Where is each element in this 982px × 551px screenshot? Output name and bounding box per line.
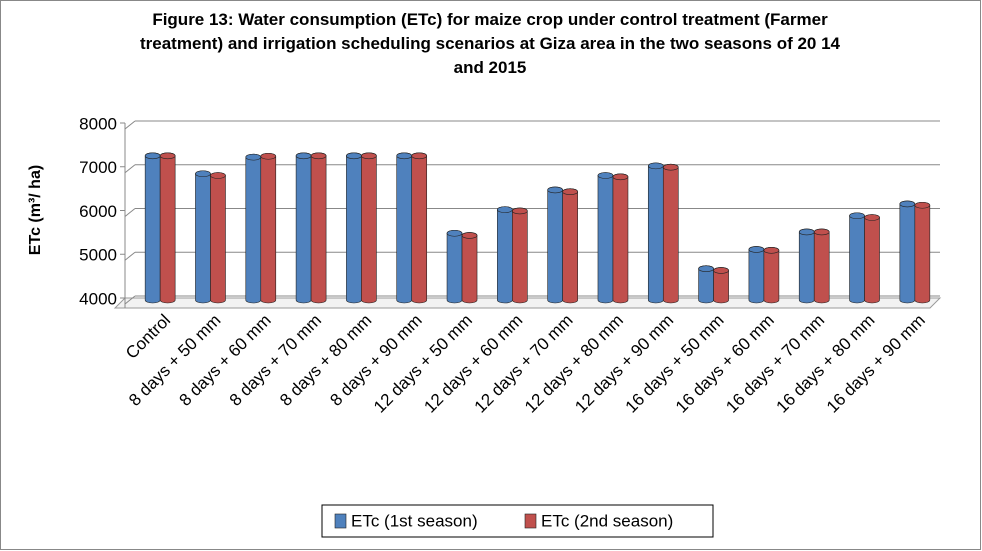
bar xyxy=(512,207,528,304)
bar-top xyxy=(899,200,916,208)
grid-line-depth xyxy=(124,251,136,261)
bar-top xyxy=(497,206,513,213)
bar-top xyxy=(310,152,327,160)
legend-label: ETc (2nd season) xyxy=(541,511,673,530)
bar xyxy=(144,152,161,304)
bar-top xyxy=(849,212,865,220)
bar xyxy=(899,200,916,304)
bar xyxy=(547,186,563,304)
grid-line-depth xyxy=(124,120,136,130)
chart-title: Figure 13: Water consumption (ETc) for m… xyxy=(139,10,841,77)
bar-top xyxy=(396,152,413,160)
bar-top xyxy=(547,186,563,194)
bar-top xyxy=(159,152,176,160)
bar-top xyxy=(748,246,765,253)
bar xyxy=(864,214,880,304)
bar-top xyxy=(144,152,161,160)
bar xyxy=(647,162,664,304)
bar xyxy=(763,247,780,304)
legend-swatch xyxy=(524,513,537,529)
bar-top xyxy=(446,229,463,237)
grid-line-depth xyxy=(124,208,136,217)
grid-line-depth xyxy=(124,295,136,305)
legend-box xyxy=(321,504,714,538)
bar xyxy=(446,229,463,304)
bar-top xyxy=(245,153,262,161)
bar-top xyxy=(864,214,880,221)
y-tick-label: 8000 xyxy=(79,114,117,133)
bar-top xyxy=(361,152,377,160)
bar xyxy=(260,152,277,304)
bar xyxy=(411,152,428,304)
bar xyxy=(813,228,830,304)
bar-top xyxy=(411,152,428,160)
bar-top xyxy=(662,163,679,171)
y-axis-label: ETc (m³/ ha) xyxy=(27,165,44,255)
bar xyxy=(310,152,327,304)
bar xyxy=(562,188,578,304)
bar-top xyxy=(698,265,714,272)
y-tick-label: 7000 xyxy=(79,158,117,177)
bar xyxy=(748,246,765,304)
bar xyxy=(195,170,211,304)
bar-top xyxy=(295,152,312,160)
bar xyxy=(159,152,176,304)
bar xyxy=(245,153,262,304)
bar-top xyxy=(914,201,931,209)
bar xyxy=(461,232,478,304)
bar-top xyxy=(346,152,362,160)
bar xyxy=(662,163,679,304)
bar-top xyxy=(713,267,729,274)
bar xyxy=(612,173,629,304)
bar xyxy=(849,212,865,304)
bar-top xyxy=(260,152,277,160)
bar-top xyxy=(512,207,528,215)
y-tick-label: 5000 xyxy=(79,246,117,265)
bar xyxy=(210,172,226,304)
bar xyxy=(396,152,413,304)
y-tick-label: 4000 xyxy=(79,289,117,308)
y-tick-label: 6000 xyxy=(79,202,117,221)
bar-top xyxy=(763,247,780,254)
bar-top xyxy=(647,162,664,170)
bar xyxy=(295,152,312,304)
legend-label: ETc (1st season) xyxy=(351,511,478,530)
bar-top xyxy=(798,228,815,236)
bar-top xyxy=(813,228,830,236)
bar xyxy=(798,228,815,304)
bar xyxy=(597,172,614,304)
bar-top xyxy=(461,232,478,239)
bar xyxy=(346,152,362,304)
bar-top xyxy=(612,173,629,181)
bar-top xyxy=(210,172,226,179)
bar xyxy=(497,206,513,304)
bar xyxy=(914,201,931,304)
bar-top xyxy=(597,172,614,179)
grid-line-depth xyxy=(124,164,136,174)
bar-top xyxy=(562,188,578,195)
legend-swatch xyxy=(334,513,347,529)
bar-top xyxy=(195,170,211,178)
bar xyxy=(361,152,377,304)
